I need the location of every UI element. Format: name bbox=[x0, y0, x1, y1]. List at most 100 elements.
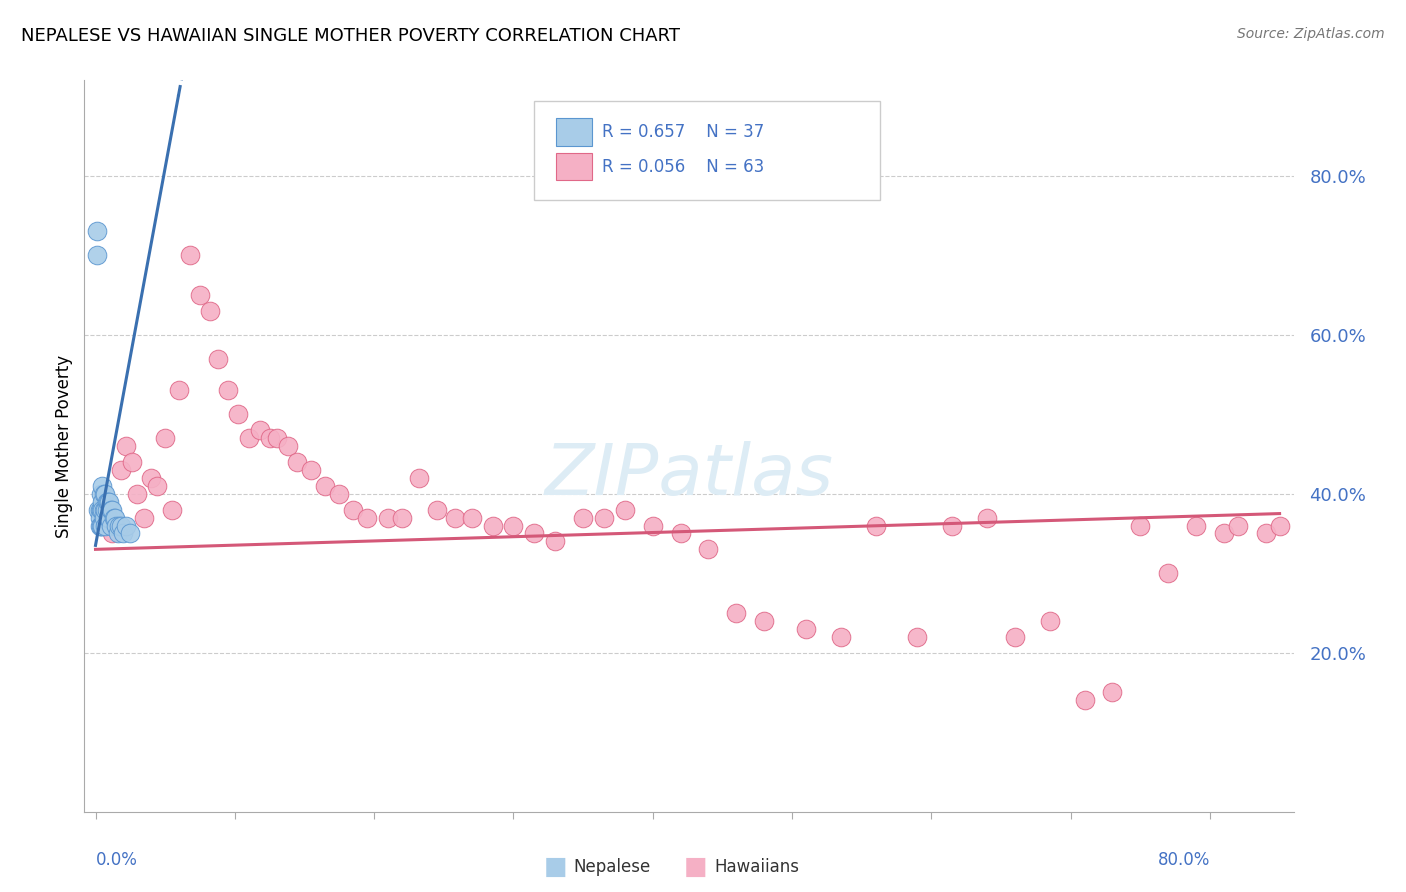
Point bbox=[91, 518, 114, 533]
Point bbox=[613, 502, 636, 516]
Point bbox=[89, 518, 111, 533]
Point bbox=[865, 518, 887, 533]
Point bbox=[93, 486, 115, 500]
Point bbox=[593, 510, 616, 524]
Point bbox=[1268, 518, 1291, 533]
Text: 80.0%: 80.0% bbox=[1157, 851, 1211, 869]
Point bbox=[96, 502, 118, 516]
Point bbox=[391, 510, 413, 524]
Point bbox=[107, 526, 129, 541]
Point bbox=[91, 479, 114, 493]
Point bbox=[314, 479, 336, 493]
Point bbox=[115, 518, 138, 533]
Point bbox=[90, 486, 112, 500]
Point bbox=[725, 606, 748, 620]
Point bbox=[1129, 518, 1152, 533]
Bar bbox=[555, 153, 592, 180]
Point bbox=[100, 502, 122, 516]
Point bbox=[572, 510, 595, 524]
Point bbox=[207, 351, 229, 366]
Point bbox=[460, 510, 482, 524]
Point bbox=[115, 439, 138, 453]
Point bbox=[754, 614, 776, 628]
Point bbox=[160, 502, 183, 516]
Point bbox=[94, 518, 117, 533]
Point bbox=[697, 542, 720, 557]
Point bbox=[112, 526, 135, 541]
Point bbox=[91, 494, 114, 508]
Point bbox=[188, 288, 211, 302]
Point bbox=[238, 431, 260, 445]
Point bbox=[97, 510, 120, 524]
Point bbox=[87, 502, 110, 516]
Point bbox=[86, 248, 108, 262]
Point bbox=[830, 630, 852, 644]
Point bbox=[98, 510, 121, 524]
Point bbox=[905, 630, 928, 644]
Point bbox=[134, 510, 156, 524]
Point bbox=[342, 502, 364, 516]
Point bbox=[377, 510, 399, 524]
Point bbox=[523, 526, 546, 541]
Point bbox=[266, 431, 288, 445]
Point bbox=[299, 463, 322, 477]
Point bbox=[146, 479, 169, 493]
Point bbox=[217, 384, 239, 398]
Y-axis label: Single Mother Poverty: Single Mother Poverty bbox=[55, 354, 73, 538]
Point bbox=[226, 407, 249, 421]
Point bbox=[426, 502, 449, 516]
Point bbox=[1212, 526, 1234, 541]
Point bbox=[103, 510, 125, 524]
Point bbox=[1039, 614, 1062, 628]
Point bbox=[105, 518, 128, 533]
Point bbox=[97, 494, 120, 508]
Point bbox=[249, 423, 271, 437]
Point bbox=[91, 502, 114, 516]
Point bbox=[100, 518, 122, 533]
Text: Source: ZipAtlas.com: Source: ZipAtlas.com bbox=[1237, 27, 1385, 41]
Point bbox=[86, 224, 108, 238]
Point bbox=[1073, 693, 1095, 707]
Point bbox=[544, 534, 567, 549]
Point bbox=[1004, 630, 1026, 644]
Text: R = 0.056    N = 63: R = 0.056 N = 63 bbox=[602, 158, 763, 176]
Point bbox=[94, 486, 117, 500]
Text: NEPALESE VS HAWAIIAN SINGLE MOTHER POVERTY CORRELATION CHART: NEPALESE VS HAWAIIAN SINGLE MOTHER POVER… bbox=[21, 27, 681, 45]
Point bbox=[141, 471, 163, 485]
Point bbox=[179, 248, 201, 262]
Point bbox=[153, 431, 176, 445]
Point bbox=[1101, 685, 1123, 699]
Point bbox=[104, 510, 127, 524]
Point bbox=[90, 502, 112, 516]
Text: Nepalese: Nepalese bbox=[574, 858, 651, 876]
Point bbox=[94, 502, 117, 516]
Point bbox=[976, 510, 998, 524]
Point bbox=[408, 471, 430, 485]
Point bbox=[108, 518, 131, 533]
Point bbox=[794, 622, 817, 636]
Point bbox=[93, 510, 115, 524]
Point bbox=[277, 439, 299, 453]
Text: ■: ■ bbox=[685, 855, 707, 879]
Text: ■: ■ bbox=[544, 855, 567, 879]
Point bbox=[198, 303, 221, 318]
Point bbox=[502, 518, 524, 533]
Point bbox=[1226, 518, 1249, 533]
Point bbox=[1254, 526, 1277, 541]
Point bbox=[121, 455, 143, 469]
Point bbox=[90, 518, 112, 533]
Point bbox=[287, 455, 309, 469]
Point bbox=[96, 494, 118, 508]
Text: 0.0%: 0.0% bbox=[96, 851, 138, 869]
Point bbox=[1185, 518, 1208, 533]
Point bbox=[110, 463, 132, 477]
Text: R = 0.657    N = 37: R = 0.657 N = 37 bbox=[602, 123, 763, 141]
Point bbox=[110, 518, 132, 533]
Point bbox=[89, 510, 111, 524]
Text: Hawaiians: Hawaiians bbox=[714, 858, 799, 876]
Point bbox=[89, 502, 111, 516]
Point bbox=[98, 494, 121, 508]
Point bbox=[444, 510, 467, 524]
Point bbox=[356, 510, 378, 524]
Point bbox=[941, 518, 963, 533]
